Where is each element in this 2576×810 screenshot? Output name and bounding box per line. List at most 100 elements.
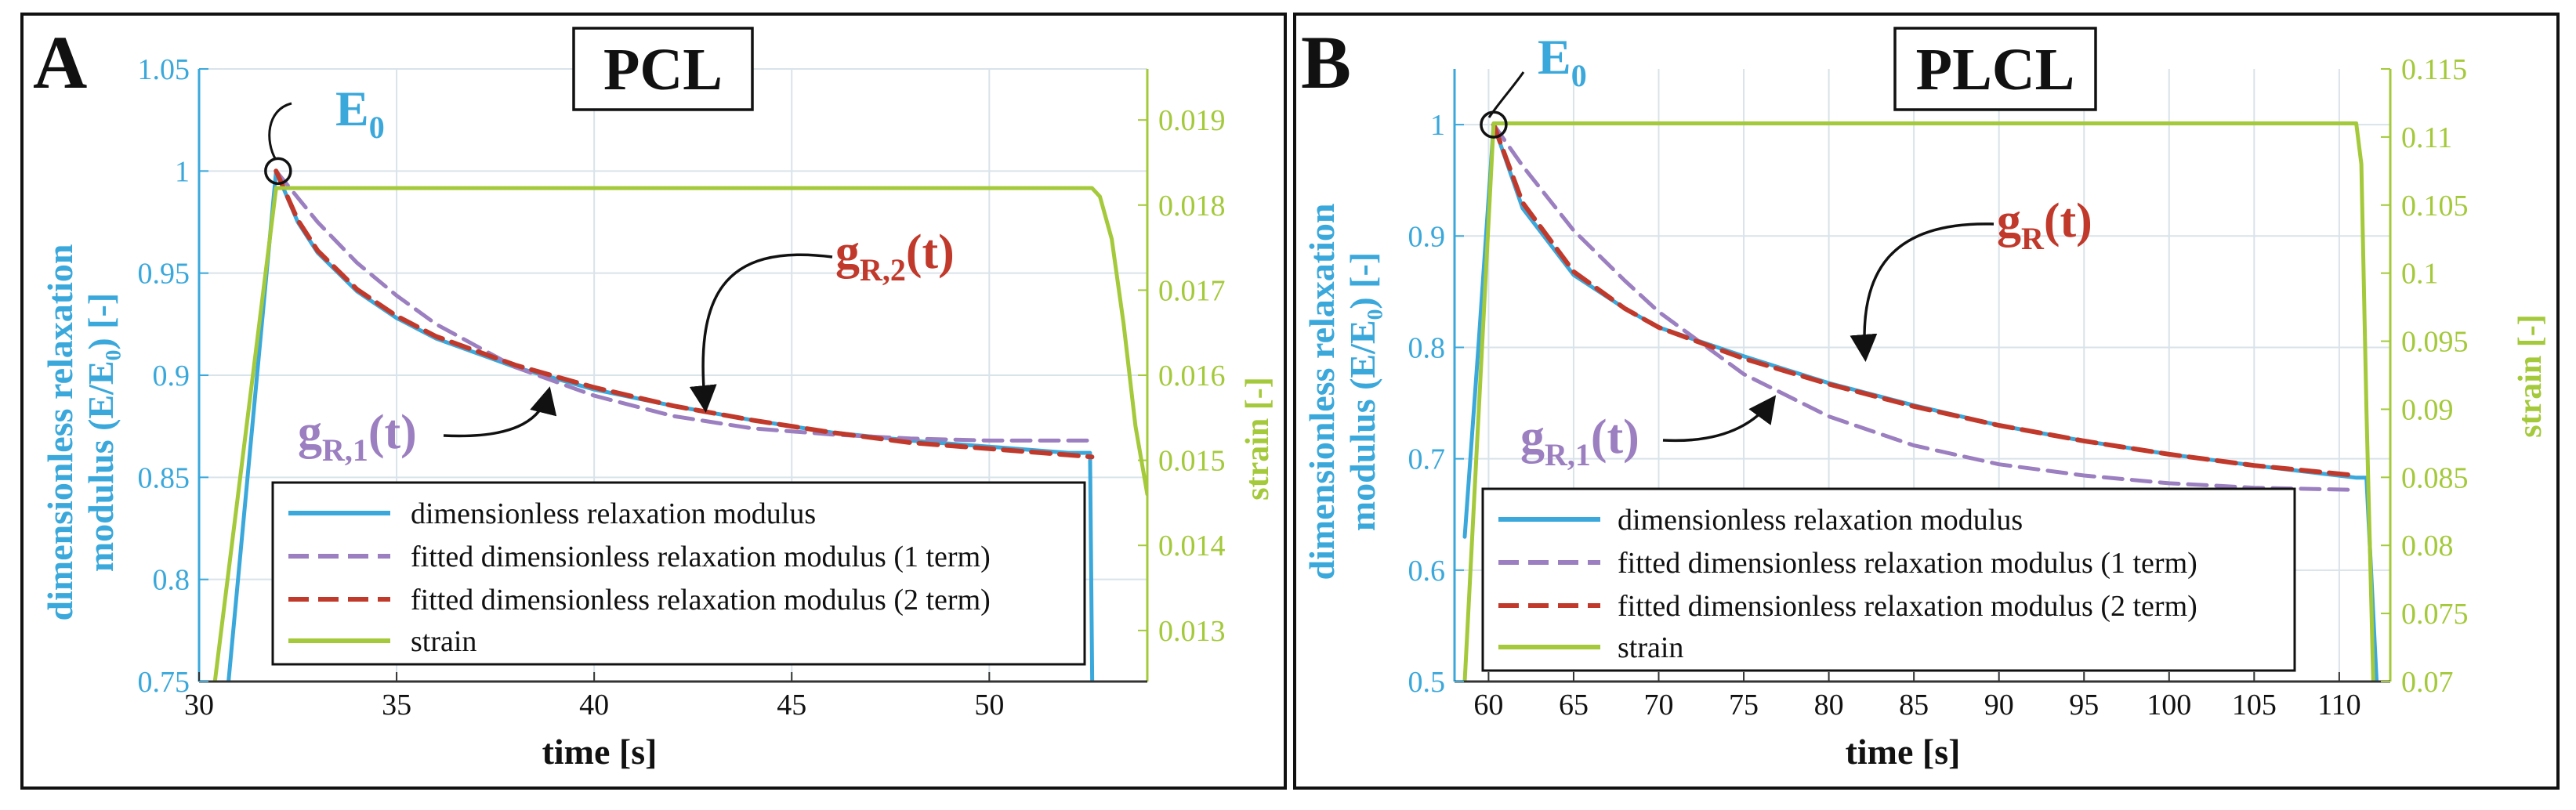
- panel-a-y-tick-label: 0.75: [138, 666, 190, 699]
- panel-b-x-tick-label: 110: [2317, 689, 2361, 721]
- panel-b-y-tick-label: 0.7: [1408, 443, 1446, 476]
- panel-b-x-tick-label: 75: [1729, 689, 1759, 721]
- panel-a-x-tick-label: 50: [974, 689, 1004, 721]
- panel-a-legend-label-fit1: fitted dimensionless relaxation modulus …: [411, 541, 991, 573]
- panel-a-x-tick-label: 35: [382, 689, 411, 721]
- panel-b-tick-labels: 60 65 70 75 80 85 90 95 100 105 110 0.5 0.6 0.7 0.8 0.9…: [1408, 53, 2469, 721]
- panel-b-x-tick-label: 100: [2147, 689, 2191, 721]
- panel-b-right-tick-label: 0.07: [2401, 666, 2454, 699]
- panel-a-right-tick-label: 0.016: [1158, 360, 1226, 392]
- panel-b-y-tick-label: 0.5: [1408, 666, 1446, 699]
- panel-a-y-tick-label: 1: [175, 155, 190, 188]
- panel-a-material-box: [572, 27, 754, 111]
- panel-b-right-tick-label: 0.09: [2401, 393, 2454, 426]
- panel-b-axes: [1453, 68, 2392, 683]
- panel-b-fit-one-term-label: gR,1(t): [1520, 410, 1639, 472]
- panel-a-right-tick-label: 0.014: [1158, 530, 1226, 562]
- panel-b-right-axis-label: strain [-]: [2513, 314, 2549, 437]
- panel-b-fit-main-label: gR(t): [1997, 194, 2092, 256]
- panel-b-fit-one-term-arrow: [1662, 395, 1777, 443]
- panel-a-right-tick-label: 0.013: [1158, 615, 1226, 648]
- panel-b-legend-label-fit2: fitted dimensionless relaxation modulus …: [1618, 590, 2197, 623]
- panel-a-legend-label-modulus: dimensionless relaxation modulus: [411, 497, 816, 530]
- panel-b-y-tick-label: 0.6: [1408, 555, 1446, 588]
- panel-b-material-box: [1893, 27, 2097, 111]
- panel-b-right-tick-label: 0.105: [2401, 190, 2469, 222]
- panel-b-x-tick-label: 60: [1473, 689, 1503, 721]
- panel-a-right-tick-label: 0.019: [1158, 104, 1226, 137]
- panel-a-series-fit2: [274, 168, 1095, 460]
- panel-b-legend-box: [1481, 487, 2296, 672]
- panel-a-y-tick-label: 0.9: [153, 360, 190, 392]
- panel-b-legend-label-fit1: fitted dimensionless relaxation modulus …: [1618, 547, 2197, 580]
- panel-a-material-title: PCL: [603, 37, 723, 103]
- panel-a-right-tick-label: 0.018: [1158, 190, 1226, 222]
- panel-a-right-axis-label: strain [-]: [1240, 377, 1276, 500]
- panel-b-material-title: PLCL: [1916, 37, 2075, 103]
- panel-a-x-tick-label: 40: [579, 689, 609, 721]
- panel-b-letter: B: [1301, 20, 1351, 104]
- panel-a-fit-one-term-label: gR,1(t): [298, 406, 417, 468]
- panel-a-series-strain: [212, 186, 1147, 682]
- panel-b-x-tick-label: 95: [2069, 689, 2099, 721]
- panel-b-right-tick-label: 0.11: [2401, 121, 2452, 154]
- panel-b-x-tick-label: 90: [1984, 689, 2014, 721]
- panel-b-right-tick-label: 0.075: [2401, 598, 2469, 631]
- panel-a-axes: [197, 68, 1149, 683]
- panel-a-tick-labels: 30 35 40 45 50 0.75 0.8 0.85 0.9 0.95 1 1.05 0.013 0.…: [138, 53, 1226, 721]
- panel-b-x-tick-label: 65: [1559, 689, 1589, 721]
- panel-a-peak-leader: [268, 102, 292, 161]
- panel-a-x-tick-label: 30: [184, 689, 214, 721]
- panel-b-right-tick-label: 0.085: [2401, 461, 2469, 494]
- panel-b-x-tick-label: 105: [2232, 689, 2277, 721]
- panel-a-right-tick-label: 0.017: [1158, 274, 1226, 307]
- panel-b-y-axis-label-line1: dimensionless relaxation: [1302, 204, 1342, 580]
- panel-b-right-tick-label: 0.115: [2401, 53, 2467, 86]
- panel-b-right-tick-label: 0.1: [2401, 258, 2439, 291]
- panel-a-y-axis-label-line1: dimensionless relaxation: [40, 244, 80, 621]
- panel-b-x-tick-label: 70: [1644, 689, 1674, 721]
- panel-a-y-tick-label: 0.85: [138, 461, 190, 494]
- panel-b-x-tick-label: 80: [1814, 689, 1844, 721]
- panel-b-y-axis-label-line2: modulus (E/E₀) [-]: [1342, 252, 1382, 531]
- panel-a: A 30 35 40 45 50 0.75 0.8 0.85 0.9 0.95 1 1.05 0.013…: [20, 13, 1287, 790]
- panel-b-series: [1462, 121, 2379, 682]
- panel-b-legend-label-strain: strain: [1618, 631, 1683, 664]
- panel-a-legend-label-strain: strain: [411, 625, 476, 658]
- panel-b-fit-main-arrow: [1850, 222, 1994, 362]
- panel-a-legend-box: [271, 481, 1086, 666]
- panel-b-peak-leader: [1487, 71, 1525, 118]
- panel-a-fit-one-term-arrow: [443, 386, 557, 438]
- panel-a-fit-main-arrow: [689, 253, 833, 413]
- panel-b-y-tick-label: 1: [1430, 109, 1445, 142]
- panel-a-series: [212, 168, 1147, 682]
- panel-b: B 60 65 70 75 80 85 90 95 100 105 110 0.5 0.6 0.7 0.8 0…: [1293, 13, 2560, 790]
- panel-b-series-strain: [1462, 121, 2375, 682]
- panel-b-border: [1293, 13, 2560, 790]
- panel-b-right-tick-label: 0.095: [2401, 326, 2469, 359]
- panel-b-x-tick-label: 85: [1899, 689, 1929, 721]
- panel-a-series-fit1: [274, 168, 1094, 443]
- panel-a-peak-marker: [264, 157, 292, 186]
- panel-a-border: [20, 13, 1287, 790]
- panel-a-x-axis-label: time [s]: [542, 732, 658, 772]
- panel-b-peak-label: E0: [1538, 29, 1587, 93]
- panel-a-letter: A: [33, 20, 87, 104]
- panel-b-right-tick-label: 0.08: [2401, 530, 2454, 562]
- panel-a-y-tick-label: 0.95: [138, 258, 190, 291]
- panel-a-y-tick-label: 1.05: [138, 53, 190, 86]
- panel-a-fit-main-label: gR,2(t): [835, 226, 955, 287]
- panel-b-series-fit1: [1491, 122, 2359, 492]
- panel-b-series-fit2: [1491, 122, 2359, 478]
- panel-a-peak-label: E0: [335, 81, 385, 145]
- panel-b-x-axis-label: time [s]: [1846, 732, 1961, 772]
- panel-b-legend-label-modulus: dimensionless relaxation modulus: [1618, 504, 2023, 537]
- panel-a-y-tick-label: 0.8: [153, 564, 190, 597]
- panel-a-legend-label-fit2: fitted dimensionless relaxation modulus …: [411, 584, 991, 617]
- panel-b-y-tick-label: 0.9: [1408, 220, 1446, 253]
- panel-b-legend: dimensionless relaxation modulus fitted …: [1481, 487, 2296, 672]
- panel-a-right-tick-label: 0.015: [1158, 445, 1226, 478]
- panel-b-y-tick-label: 0.8: [1408, 331, 1446, 364]
- panel-a-x-tick-label: 45: [777, 689, 806, 721]
